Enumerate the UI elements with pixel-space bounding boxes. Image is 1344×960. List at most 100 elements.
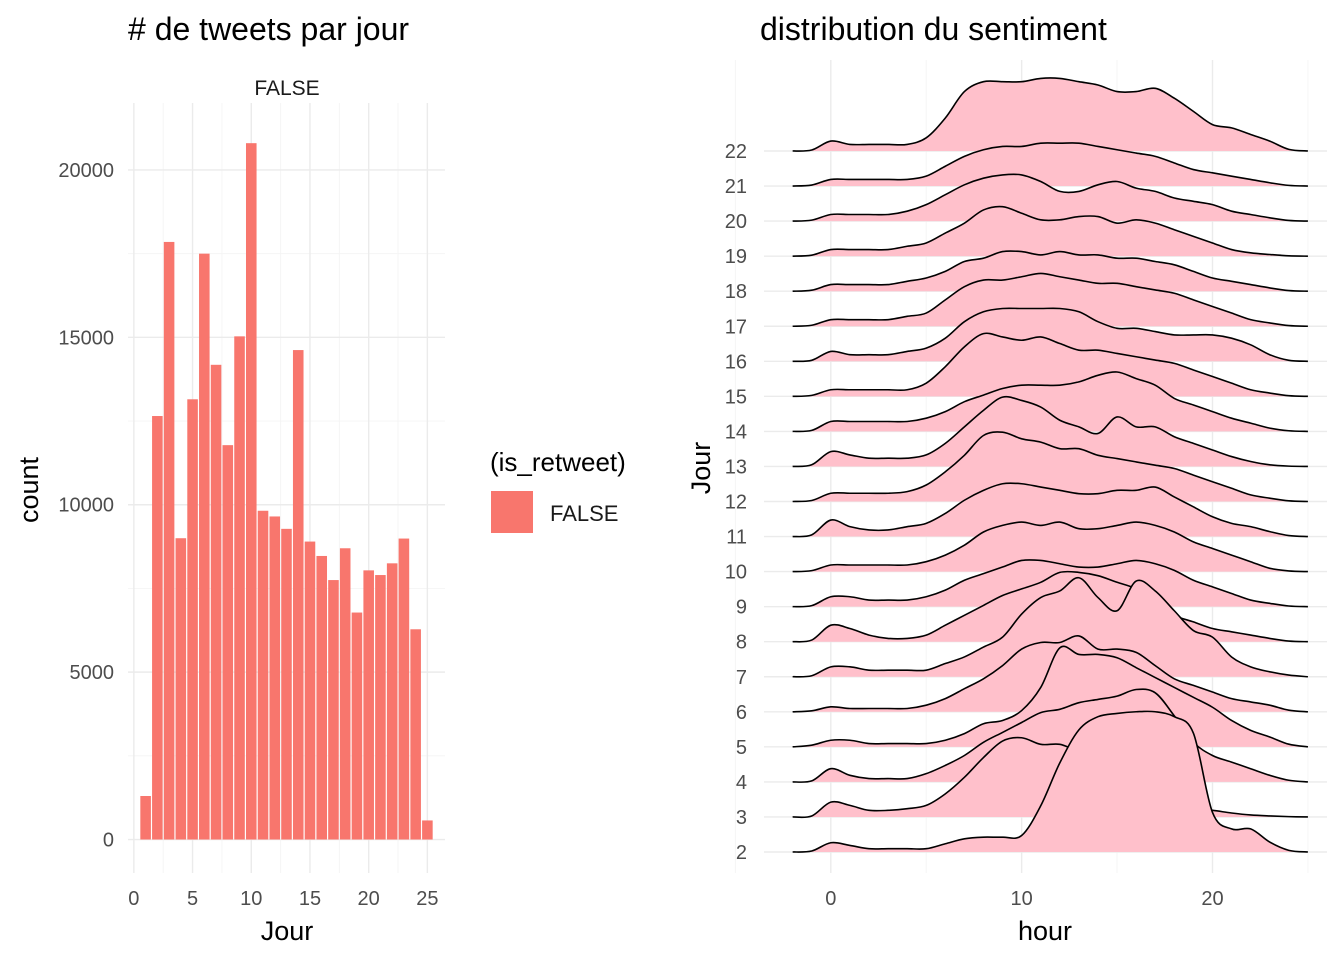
ridge-line — [792, 482, 1308, 538]
ridge-line — [792, 635, 1308, 713]
bar-chart-x-ticks: 0 5 10 15 20 25 — [128, 888, 438, 910]
bar-jour-13 — [281, 528, 292, 840]
ridge-jour-7 — [792, 576, 1308, 678]
ridge-area — [792, 711, 1308, 853]
bar-jour-24 — [410, 629, 421, 840]
ridgeline-y-axis-label: Jour — [686, 442, 716, 495]
bar-chart-x-axis-label: Jour — [261, 916, 314, 946]
ridge-jour-14 — [792, 371, 1308, 433]
ridge-y-tick-label: 13 — [725, 456, 747, 478]
ridge-line — [792, 371, 1308, 433]
ridge-jour-12 — [792, 431, 1308, 503]
bar-jour-17 — [328, 580, 339, 840]
bar-x-tick-label: 15 — [299, 888, 321, 910]
ridge-y-tick-label: 12 — [725, 492, 747, 514]
bar-chart-y-ticks: 0 5000 10000 15000 20000 — [58, 160, 114, 852]
bar-jour-25 — [422, 820, 433, 840]
ridge-area — [792, 174, 1308, 222]
bar-jour-5 — [187, 399, 198, 840]
ridge-area — [792, 333, 1308, 397]
facet-strip-label: FALSE — [254, 77, 319, 100]
bar-y-tick-label: 15000 — [58, 327, 114, 349]
ridgeline-y-ticks: 2 3 4 5 6 7 8 9 10 11 12 13 14 15 16 17 18 19 20 21 22 — [725, 141, 747, 864]
ridge-line — [792, 307, 1308, 363]
ridgeline-chart-panel: 2 3 4 5 6 7 8 9 10 11 12 13 14 15 16 17 18 19 20 21 22 0 10 20… — [686, 11, 1327, 946]
bar-chart-panel: 0 5000 10000 15000 20000 0 5 10 15 20 25 # de twe… — [14, 11, 445, 946]
ridgeline-x-axis-label: hour — [1018, 916, 1072, 946]
bar-chart-bars — [140, 143, 433, 840]
bar-jour-21 — [375, 575, 386, 840]
ridge-y-tick-label: 16 — [725, 351, 747, 373]
ridge-area — [792, 308, 1308, 362]
bar-jour-2 — [152, 416, 163, 840]
ridge-jour-15 — [792, 332, 1308, 398]
ridge-area — [792, 250, 1308, 292]
bar-jour-8 — [222, 445, 234, 840]
ridge-y-tick-label: 15 — [725, 386, 747, 408]
ridge-jour-2 — [792, 710, 1308, 853]
ridge-x-tick-label: 0 — [825, 888, 836, 910]
ridge-line — [792, 710, 1308, 853]
ridge-line — [792, 272, 1308, 328]
ridge-area — [792, 737, 1308, 818]
bar-jour-22 — [386, 563, 398, 840]
legend-label-false: FALSE — [550, 501, 618, 526]
ridge-y-tick-label: 8 — [736, 632, 747, 654]
bar-jour-10 — [245, 143, 257, 840]
ridge-jour-16 — [792, 307, 1308, 363]
ridge-area — [792, 142, 1308, 187]
ridge-jour-19 — [792, 205, 1308, 257]
ridge-x-tick-label: 10 — [1011, 888, 1033, 910]
bar-x-tick-label: 0 — [128, 888, 139, 910]
ridge-jour-13 — [792, 395, 1308, 468]
ridge-area — [792, 431, 1308, 502]
ridge-line — [792, 521, 1308, 573]
ridge-area — [792, 371, 1308, 432]
ridge-y-tick-label: 17 — [725, 316, 747, 338]
ridge-line — [792, 645, 1309, 748]
ridge-jour-22 — [792, 77, 1308, 152]
ridge-jour-11 — [792, 482, 1308, 538]
ridge-y-tick-label: 6 — [736, 702, 747, 724]
legend-key-false — [491, 491, 533, 533]
ridge-line — [792, 205, 1308, 257]
ridge-line — [792, 570, 1308, 643]
legend-title: (is_retweet) — [490, 447, 626, 477]
ridgeline-x-ticks: 0 10 20 — [825, 888, 1223, 910]
bar-jour-6 — [199, 253, 210, 840]
ridge-area — [792, 483, 1308, 537]
ridge-y-tick-label: 20 — [725, 211, 747, 233]
ridge-jour-17 — [792, 272, 1308, 328]
ridge-y-tick-label: 10 — [725, 562, 747, 584]
bar-x-tick-label: 25 — [416, 888, 438, 910]
ridge-area — [792, 396, 1308, 467]
ridge-y-tick-label: 19 — [725, 246, 747, 268]
bar-jour-19 — [351, 612, 363, 840]
bar-x-tick-label: 5 — [187, 888, 198, 910]
bar-y-tick-label: 10000 — [58, 495, 114, 517]
ridge-line — [792, 688, 1308, 783]
ridge-y-tick-label: 2 — [736, 842, 747, 864]
bar-jour-11 — [257, 510, 269, 840]
bar-chart-title: # de tweets par jour — [128, 11, 409, 47]
bar-y-tick-label: 20000 — [58, 160, 114, 182]
ridge-area — [792, 77, 1308, 152]
ridge-y-tick-label: 9 — [736, 597, 747, 619]
ridge-area — [792, 206, 1308, 257]
ridge-line — [792, 142, 1308, 187]
ridge-line — [792, 250, 1308, 292]
ridge-line — [792, 559, 1308, 608]
ridge-area — [792, 577, 1308, 677]
ridge-x-tick-label: 20 — [1201, 888, 1223, 910]
bar-jour-3 — [163, 241, 175, 840]
bar-jour-7 — [210, 364, 222, 840]
bar-jour-18 — [339, 548, 351, 840]
bar-jour-16 — [316, 555, 328, 840]
ridge-jour-3 — [792, 736, 1308, 819]
ridge-y-tick-label: 7 — [736, 667, 747, 689]
ridge-line — [792, 77, 1308, 152]
ridge-line — [792, 736, 1308, 819]
ridge-line — [792, 332, 1308, 398]
ridge-jour-10 — [792, 521, 1308, 573]
